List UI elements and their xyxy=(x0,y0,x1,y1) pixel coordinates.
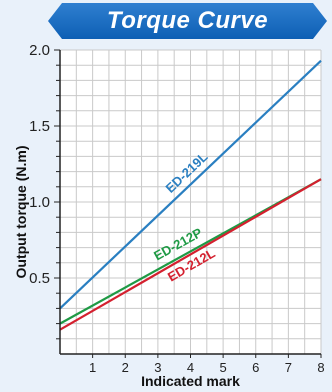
x-tick-label: 1 xyxy=(89,360,96,375)
y-tick-label: 1.5 xyxy=(29,118,50,135)
x-tick-label: 5 xyxy=(220,360,227,375)
y-axis-title: Output torque (N.m) xyxy=(13,146,29,279)
y-tick-label: 2.0 xyxy=(29,42,50,59)
chart-title: Torque Curve xyxy=(106,7,269,34)
x-tick-label: 2 xyxy=(122,360,129,375)
y-tick-label: 1.0 xyxy=(29,194,50,211)
x-axis-title: Indicated mark xyxy=(141,373,240,389)
x-tick-label: 7 xyxy=(285,360,292,375)
series-line-ed-212l xyxy=(59,178,322,331)
series-line-ed-219l xyxy=(59,59,322,310)
x-tick-label: 4 xyxy=(187,360,194,375)
title-banner: Torque Curve xyxy=(48,3,327,39)
x-tick-label: 6 xyxy=(252,360,259,375)
x-tick-label: 3 xyxy=(154,360,161,375)
x-tick-label: 8 xyxy=(317,360,324,375)
y-tick-label: 0.5 xyxy=(29,270,50,287)
